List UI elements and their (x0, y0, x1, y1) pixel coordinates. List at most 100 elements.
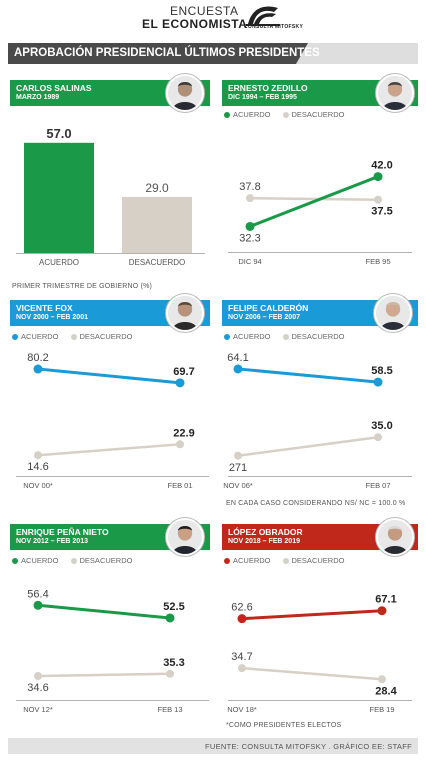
series-line-desacuerdo (36, 672, 172, 678)
chart-lopez-obrador: NOV 18* FEB 19 34.7 28.4 62.6 67.1 (227, 594, 412, 714)
president-period: NOV 2012 – FEB 2013 (16, 538, 88, 545)
legend-dot-desacuerdo (70, 333, 77, 340)
data-point (34, 672, 42, 681)
president-period: MARZO 1989 (16, 94, 60, 101)
x-tick-label: NOV 00* (23, 481, 53, 490)
person-icon (172, 302, 198, 330)
data-label: 62.6 (231, 602, 252, 614)
data-label: 64.1 (227, 352, 248, 364)
portrait-pena-nieto (166, 518, 204, 556)
legend-dot-acuerdo (224, 557, 230, 564)
legend-label-desacuerdo: DESACUERDO (79, 556, 133, 565)
data-label: 22.9 (173, 427, 194, 439)
header: ENCUESTA EL ECONOMISTA CONSULTA MITOFSKY (0, 0, 426, 40)
legend-zedillo: ACUERDO DESACUERDO (224, 110, 356, 119)
data-label: 56.4 (27, 588, 48, 600)
person-icon (172, 82, 198, 110)
data-point (33, 600, 43, 610)
data-label: 14.6 (27, 461, 48, 473)
x-tick-label: FEB 19 (369, 705, 394, 714)
series-line-desacuerdo (36, 443, 182, 457)
data-point (165, 613, 175, 623)
data-label: 28.4 (375, 685, 397, 697)
note-primer-trimestre: PRIMER TRIMESTRE DE GOBIERNO (%) (12, 283, 153, 290)
data-point (245, 221, 255, 231)
data-point (234, 451, 242, 460)
legend-label-desacuerdo: DESACUERDO (79, 332, 133, 341)
header-encuesta: ENCUESTA (170, 4, 239, 18)
legend-label-acuerdo: ACUERDO (233, 110, 271, 119)
legend-dot-acuerdo (224, 111, 230, 118)
x-tick-label: FEB 95 (365, 257, 390, 266)
footer-source: FUENTE: CONSULTA MITOFSKY . GRÁFICO EE: … (205, 742, 412, 751)
category-label: DESACUERDO (129, 258, 185, 267)
series-line-acuerdo (248, 175, 380, 228)
mitofsky-logo-icon (246, 6, 280, 26)
data-label: 37.8 (239, 181, 260, 193)
data-point (34, 451, 42, 460)
chart-calderon: NOV 06* FEB 07 271 35.0 64.1 58.5 (223, 352, 412, 490)
x-tick-label: DIC 94 (238, 257, 261, 266)
data-label: 67.1 (375, 594, 396, 606)
bar-acuerdo (24, 142, 94, 253)
series-line-desacuerdo (240, 666, 384, 681)
president-period: NOV 2000 – FEB 2001 (16, 314, 88, 321)
x-tick-label: NOV 18* (227, 705, 257, 714)
data-label: 34.7 (231, 651, 252, 663)
series-line-desacuerdo (236, 435, 380, 458)
data-label: 58.5 (371, 365, 392, 377)
legend-dot-desacuerdo (282, 111, 289, 118)
legend-label-desacuerdo: DESACUERDO (291, 332, 345, 341)
data-point (233, 364, 243, 374)
legend-label-acuerdo: ACUERDO (21, 556, 59, 565)
portrait-salinas (166, 74, 204, 112)
data-label: 34.6 (27, 682, 48, 694)
legend-label-acuerdo: ACUERDO (21, 332, 59, 341)
data-point (238, 664, 246, 673)
president-name: ERNESTO ZEDILLO (228, 83, 308, 93)
mitofsky-logo-text: CONSULTA MITOFSKY (244, 24, 304, 30)
legend-label-desacuerdo: DESACUERDO (291, 110, 345, 119)
note-presidentes-electos: *COMO PRESIDENTES ELECTOS (226, 722, 342, 729)
bar-value-label: 29.0 (145, 181, 169, 195)
data-label: 35.0 (371, 420, 392, 432)
person-icon (382, 526, 408, 554)
title-bar (8, 43, 308, 64)
legend-label-acuerdo: ACUERDO (233, 556, 271, 565)
footer-bar: FUENTE: CONSULTA MITOFSKY . GRÁFICO EE: … (8, 738, 418, 754)
legend-label-desacuerdo: DESACUERDO (291, 556, 345, 565)
data-point (176, 440, 184, 449)
x-tick-label: FEB 07 (365, 481, 390, 490)
chart-fox: NOV 00* FEB 01 14.6 22.9 80.2 69.7 (16, 352, 209, 490)
person-icon (380, 302, 406, 330)
x-tick-label: FEB 01 (167, 481, 192, 490)
bar-value-label: 57.0 (46, 126, 71, 141)
person-icon (382, 82, 408, 110)
president-name: VICENTE FOX (16, 303, 73, 313)
x-tick-label: NOV 12* (23, 705, 53, 714)
note-ns-nc: EN CADA CASO CONSIDERANDO NS/ NC = 100.0… (226, 500, 406, 507)
portrait-fox (166, 294, 204, 332)
series-line-desacuerdo (248, 196, 380, 201)
president-name: LÓPEZ OBRADOR (228, 527, 303, 537)
portrait-lopez-obrador (376, 518, 414, 556)
data-point (175, 378, 185, 388)
portrait-calderon (374, 294, 412, 332)
chart-salinas: 57.0 ACUERDO 29.0 DESACUERDO (16, 126, 205, 267)
president-name: ENRIQUE PEÑA NIETO (16, 527, 109, 537)
legend-label-acuerdo: ACUERDO (233, 332, 271, 341)
chart-pena-nieto: NOV 12* FEB 13 34.6 35.3 56.4 52.5 (16, 588, 209, 714)
legend-dot-acuerdo (12, 333, 18, 340)
legend-dot-acuerdo (224, 333, 230, 340)
bar-desacuerdo (122, 196, 192, 253)
x-tick-label: NOV 06* (223, 481, 253, 490)
data-label: 37.5 (371, 206, 392, 218)
page-title: APROBACIÓN PRESIDENCIAL ÚLTIMOS PRESIDEN… (14, 47, 320, 59)
data-label: 32.3 (239, 232, 260, 244)
data-point (33, 364, 43, 374)
data-point (166, 669, 174, 678)
legend-calderon: ACUERDO DESACUERDO (224, 332, 356, 341)
president-period: NOV 2006 – FEB 2007 (228, 314, 300, 321)
data-point (237, 614, 247, 624)
header-el-economista: EL ECONOMISTA (142, 17, 248, 31)
